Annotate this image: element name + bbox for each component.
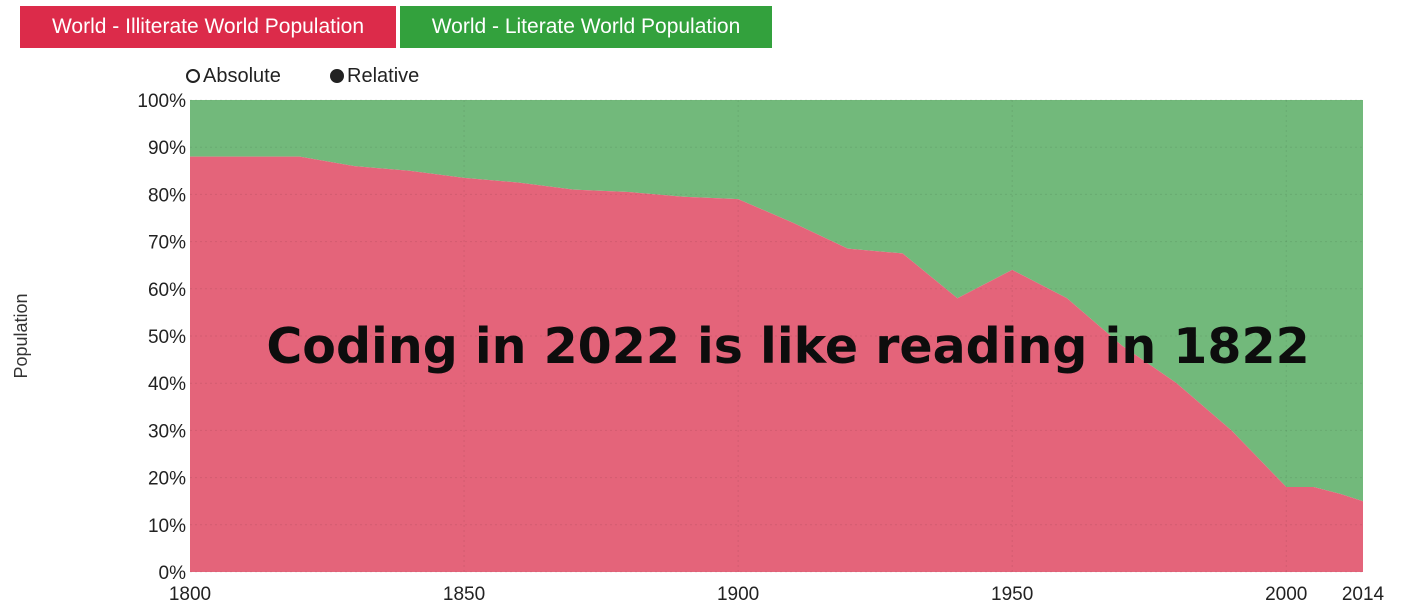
relative-radio[interactable]: Relative (330, 64, 419, 88)
y-tick-label: 70% (148, 233, 186, 254)
relative-label: Relative (347, 64, 420, 87)
y-tick-label: 100% (137, 91, 186, 112)
overlay-caption: Coding in 2022 is like reading in 1822 (266, 318, 1309, 375)
literate-area (190, 100, 1363, 502)
y-tick-label: 40% (148, 374, 186, 395)
y-tick-label: 0% (159, 563, 187, 584)
absolute-label: Absolute (203, 64, 281, 87)
x-tick-label: 2014 (1342, 584, 1385, 602)
y-tick-label: 10% (148, 516, 186, 537)
y-tick-label: 20% (148, 469, 186, 490)
y-tick-label: 30% (148, 421, 186, 442)
x-tick-label: 1850 (443, 584, 485, 602)
y-tick-label: 60% (148, 280, 186, 301)
radio-empty-icon (186, 69, 200, 83)
x-tick-label: 1900 (717, 584, 759, 602)
y-axis-label: Population (11, 293, 31, 378)
y-tick-label: 90% (148, 138, 186, 159)
absolute-radio[interactable]: Absolute (186, 64, 281, 88)
y-tick-label: 80% (148, 185, 186, 206)
x-tick-label: 1800 (169, 584, 211, 602)
x-tick-label: 2000 (1265, 584, 1307, 602)
y-tick-label: 50% (148, 327, 186, 348)
illiterate-area (190, 156, 1363, 572)
legend-literate-button[interactable]: World - Literate World Population (400, 6, 772, 48)
legend-illiterate-button[interactable]: World - Illiterate World Population (20, 6, 396, 48)
x-tick-label: 1950 (991, 584, 1033, 602)
radio-filled-icon (330, 69, 344, 83)
